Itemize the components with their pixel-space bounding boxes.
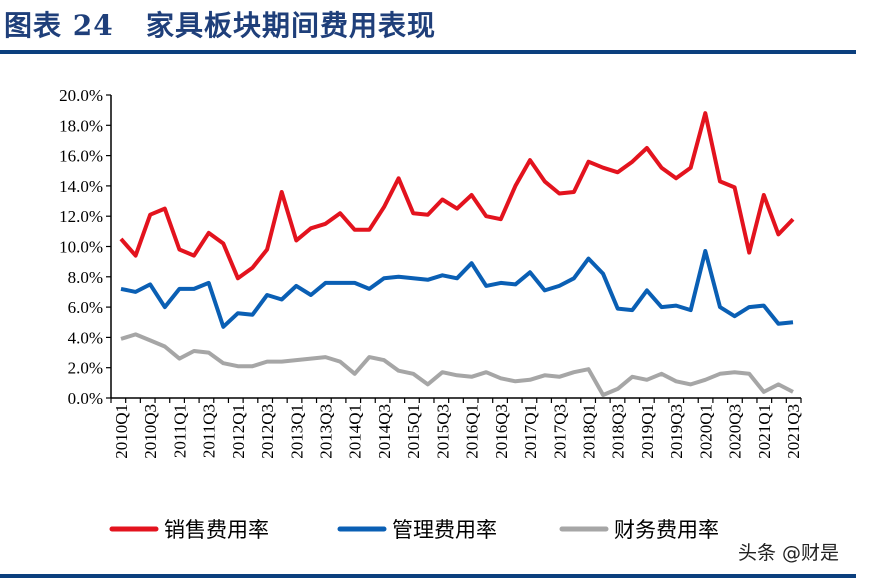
x-tick-label: 2018Q1 bbox=[579, 404, 598, 459]
x-tick-label: 2010Q1 bbox=[112, 404, 131, 459]
x-tick-label: 2011Q1 bbox=[170, 404, 189, 458]
x-tick-label: 2019Q3 bbox=[667, 404, 686, 459]
y-tick-label: 4.0% bbox=[68, 328, 103, 347]
y-tick-label: 18.0% bbox=[59, 116, 103, 135]
series-line-0 bbox=[119, 111, 795, 281]
figure-title-text: 家具板块期间费用表现 bbox=[145, 9, 436, 42]
x-tick-label: 2021Q1 bbox=[755, 404, 774, 459]
x-tick-label: 2014Q1 bbox=[346, 404, 365, 459]
x-tick-label: 2012Q1 bbox=[229, 404, 248, 459]
top-rule bbox=[0, 50, 856, 54]
y-tick-label: 2.0% bbox=[68, 359, 103, 378]
figure-title: 图表 24 家具板块期间费用表现 bbox=[4, 4, 436, 44]
bottom-rule bbox=[0, 574, 856, 578]
y-tick-label: 12.0% bbox=[59, 207, 103, 226]
legend-label-0: 销售费用率 bbox=[164, 518, 269, 542]
x-tick-label: 2015Q3 bbox=[433, 404, 452, 459]
figure-label: 图表 24 bbox=[4, 9, 114, 42]
x-tick-label: 2017Q3 bbox=[550, 404, 569, 459]
x-tick-label: 2021Q3 bbox=[784, 404, 803, 459]
x-tick-label: 2010Q3 bbox=[141, 404, 160, 459]
x-tick-label: 2016Q3 bbox=[492, 404, 511, 459]
x-tick-label: 2020Q1 bbox=[696, 404, 715, 459]
series-line-1 bbox=[120, 249, 794, 329]
x-tick-label: 2012Q3 bbox=[258, 404, 277, 459]
legend-label-2: 财务费用率 bbox=[614, 518, 719, 542]
x-tick-label: 2011Q3 bbox=[200, 404, 219, 458]
legend-label-1: 管理费用率 bbox=[392, 518, 497, 542]
x-tick-label: 2019Q1 bbox=[638, 404, 657, 459]
x-tick-label: 2014Q3 bbox=[375, 404, 394, 459]
y-tick-label: 16.0% bbox=[59, 147, 103, 166]
x-tick-label: 2017Q1 bbox=[521, 404, 540, 459]
y-tick-label: 8.0% bbox=[68, 268, 103, 287]
x-tick-label: 2020Q3 bbox=[726, 404, 745, 459]
y-tick-label: 0.0% bbox=[68, 389, 103, 408]
series-line-2 bbox=[120, 332, 794, 397]
x-tick-label: 2016Q1 bbox=[463, 404, 482, 459]
y-tick-label: 6.0% bbox=[68, 298, 103, 317]
y-tick-label: 14.0% bbox=[59, 177, 103, 196]
x-tick-label: 2015Q1 bbox=[404, 404, 423, 459]
x-tick-label: 2013Q3 bbox=[317, 404, 336, 459]
x-tick-label: 2018Q3 bbox=[609, 404, 628, 459]
y-tick-label: 20.0% bbox=[59, 86, 103, 105]
x-tick-label: 2013Q1 bbox=[287, 404, 306, 459]
y-tick-label: 10.0% bbox=[59, 238, 103, 257]
watermark: 头条 @财是 bbox=[738, 542, 840, 564]
